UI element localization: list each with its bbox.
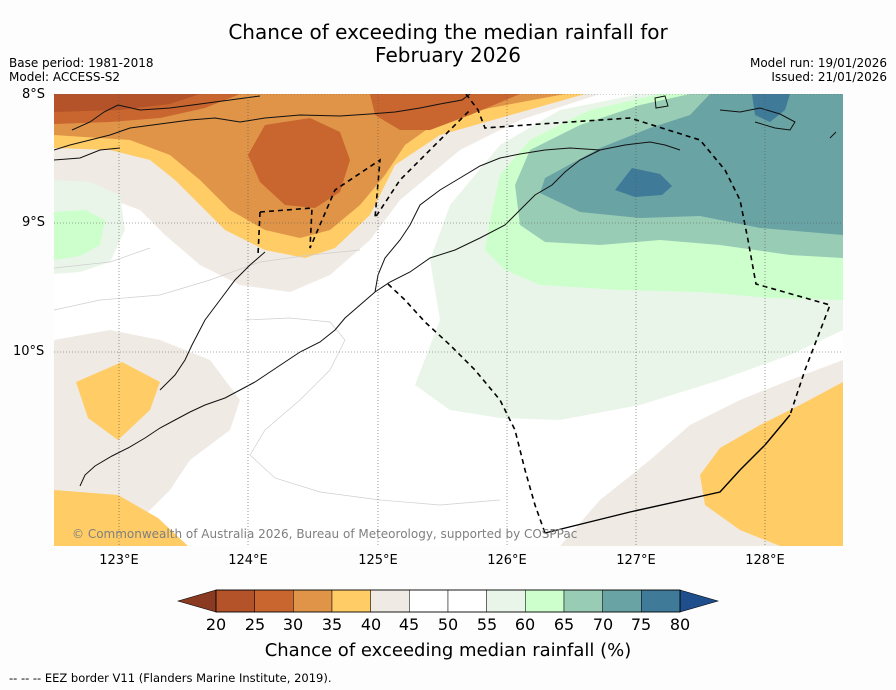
contour-band-25-30-center [248,118,350,208]
lon-label-125e: 125°E [358,553,398,568]
lon-label-126e: 126°E [487,553,527,568]
contour-band-75-80-east [752,94,790,122]
coastline [54,94,837,487]
colorbar-cell-25-30 [254,589,294,613]
colorbar [176,589,720,613]
colorbar-cell-60-65 [525,589,565,613]
meta-left: Base period: 1981-2018 Model: ACCESS-S2 [9,56,154,84]
lon-label-124e: 124°E [228,553,268,568]
cb-tick-70: 70 [592,615,614,634]
title-line-2: February 2026 [375,43,521,67]
lon-label-127e: 127°E [616,553,656,568]
cb-tick-60: 60 [514,615,536,634]
contour-band-35-40-southwest-patch [76,362,160,440]
colorbar-frame [215,589,681,613]
cb-tick-40: 40 [360,615,382,634]
cb-tick-20: 20 [205,615,227,634]
contour-band-20-25-north [54,94,200,112]
cb-tick-25: 25 [244,615,266,634]
contour-band-60-65-west [54,210,105,260]
contour-band-35-40-southwest-corner [54,490,188,546]
title-line-1: Chance of exceeding the median rainfall … [228,20,668,44]
colorbar-cell-30-35 [293,589,333,613]
colorbar-cell-70-75 [602,589,642,613]
meta-right: Model run: 19/01/2026 Issued: 21/01/2026 [750,56,887,84]
colorbar-cell-40-45 [370,589,410,613]
eez-border [257,94,832,534]
model-run: Model run: 19/01/2026 [749,56,887,70]
copyright-notice: © Commonwealth of Australia 2026, Bureau… [72,527,578,541]
colorbar-cell-55-60 [486,589,526,613]
cb-tick-65: 65 [553,615,575,634]
lon-label-123e: 123°E [99,553,139,568]
eez-footnote: -- -- -- EEZ border V11 (Flanders Marine… [9,671,332,685]
colorbar-cell-45-50 [409,589,449,613]
colorbar-title: Chance of exceeding median rainfall (%) [264,640,632,661]
cb-tick-30: 30 [282,615,304,634]
cb-tick-75: 75 [630,615,652,634]
eez-solid-segment [544,414,791,534]
contour-band-35-40-southeast [700,382,843,546]
colorbar-over-triangle [679,589,720,613]
colorbar-cell-65-70 [563,589,603,613]
cb-tick-45: 45 [398,615,420,634]
colorbar-cell-20-25 [215,589,255,613]
contour-band-70-75-east [540,94,843,235]
colorbar-cells [215,589,681,613]
lat-label-10s: 10°S [13,344,45,359]
issued-date: Issued: 21/01/2026 [771,70,887,84]
lat-label-9s: 9°S [22,215,46,230]
cb-tick-50: 50 [437,615,459,634]
colorbar-under-triangle [176,589,217,613]
contour-band-25-30-northeast [370,94,520,130]
lat-label-8s: 8°S [22,87,46,102]
lon-label-128e: 128°E [745,553,785,568]
base-period: Base period: 1981-2018 [9,56,154,70]
graticule [54,94,843,546]
model-name: Model: ACCESS-S2 [9,70,121,84]
cb-tick-55: 55 [476,615,498,634]
cb-tick-80: 80 [669,615,691,634]
map-panel [54,94,843,546]
contour-lines [54,247,501,506]
cb-tick-35: 35 [321,615,343,634]
contour-band-75-80-center [615,168,672,197]
colorbar-cell-75-80 [641,589,681,613]
colorbar-cell-50-55 [447,589,487,613]
colorbar-cell-35-40 [331,589,371,613]
